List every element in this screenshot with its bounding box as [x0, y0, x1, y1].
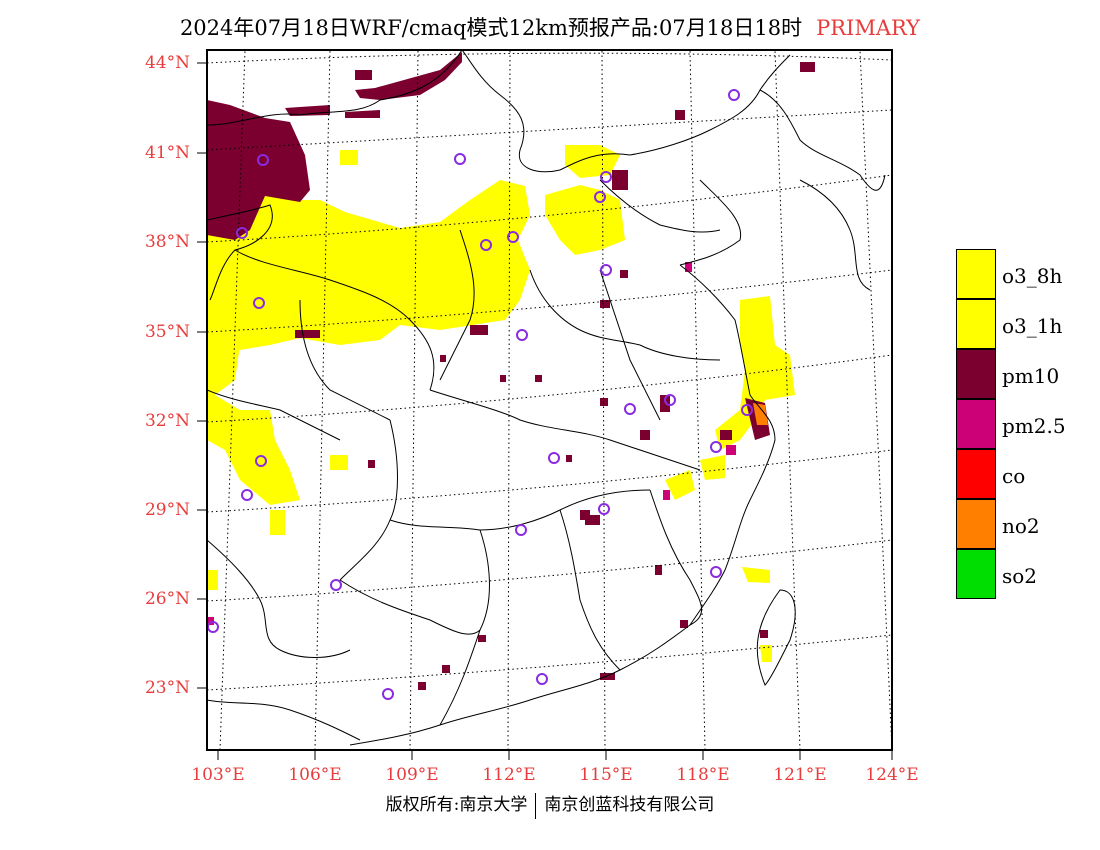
lat-label: 35°N	[144, 322, 190, 342]
map-frame	[206, 49, 893, 751]
legend-label-pm25: pm2.5	[1002, 414, 1066, 438]
lon-label: 103°E	[191, 765, 245, 785]
legend-swatch-co	[956, 449, 996, 499]
station-markers	[207, 89, 753, 700]
legend-swatch-o3-1h	[956, 299, 996, 349]
boundaries	[207, 50, 886, 746]
lon-label: 121°E	[773, 765, 827, 785]
legend-label-o3-8h: o3_8h	[1002, 264, 1063, 288]
pm10-regions	[207, 52, 815, 690]
graticule	[207, 50, 892, 750]
copyright-footer: 版权所有:南京大学 南京创蓝科技有限公司	[0, 790, 1100, 819]
lon-label: 112°E	[482, 765, 536, 785]
legend-label-pm10: pm10	[1002, 364, 1060, 388]
legend-swatch-o3-8h	[956, 249, 996, 299]
tick-marks	[197, 62, 893, 760]
map-title-main: 2024年07月18日WRF/cmaq模式12km预报产品:07月18日18时	[179, 16, 803, 40]
legend-swatch-pm10	[956, 349, 996, 399]
map-title-tag: PRIMARY	[816, 16, 921, 40]
map-title: 2024年07月18日WRF/cmaq模式12km预报产品:07月18日18时 P…	[0, 12, 1100, 42]
lon-label: 106°E	[288, 765, 342, 785]
map-content	[207, 50, 892, 750]
lon-label: 109°E	[385, 765, 439, 785]
lon-label: 118°E	[676, 765, 730, 785]
lat-label: 38°N	[144, 232, 190, 252]
legend-label-no2: no2	[1002, 514, 1040, 538]
lon-label: 124°E	[865, 765, 919, 785]
lat-label: 41°N	[144, 143, 190, 163]
legend-label-o3-1h: o3_1h	[1002, 314, 1063, 338]
legend-label-co: co	[1002, 464, 1026, 488]
legend-swatch-so2	[956, 549, 996, 599]
copyright-left: 版权所有:南京大学	[385, 795, 528, 815]
lat-label: 32°N	[144, 411, 190, 431]
lat-label: 44°N	[144, 53, 190, 73]
legend-swatch-pm25	[956, 399, 996, 449]
legend-label-so2: so2	[1002, 564, 1038, 588]
no2-regions	[753, 403, 768, 425]
o3-regions	[207, 145, 795, 662]
legend-swatch-no2	[956, 499, 996, 549]
copyright-right: 南京创蓝科技有限公司	[544, 795, 715, 815]
lat-label: 23°N	[144, 678, 190, 698]
lat-label: 26°N	[144, 589, 190, 609]
footer-separator	[535, 792, 537, 819]
lon-label: 115°E	[579, 765, 633, 785]
lat-label: 29°N	[144, 500, 190, 520]
